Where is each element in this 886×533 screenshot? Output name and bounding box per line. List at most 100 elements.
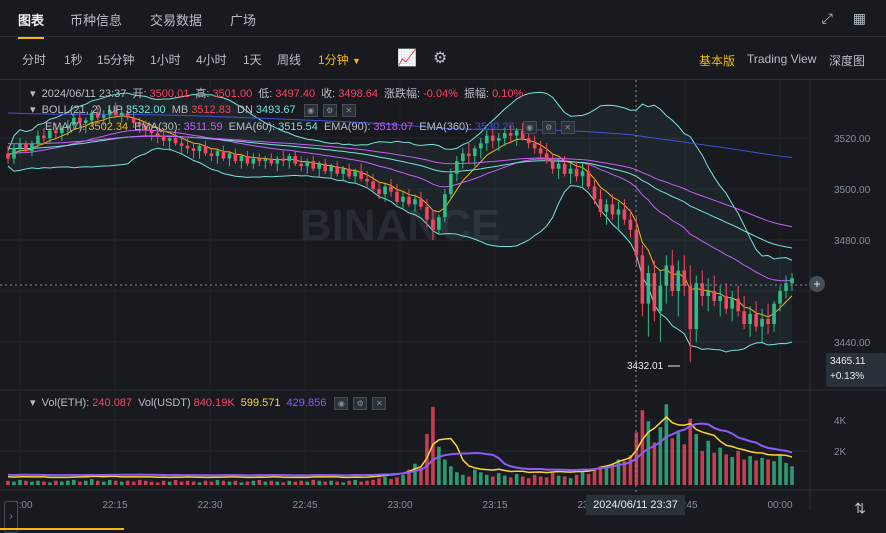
timeframe-15m[interactable]: 15分钟 <box>97 53 135 67</box>
timeframe-1m-dropdown[interactable]: 1分钟 ▼ <box>318 51 361 68</box>
candle-body <box>742 311 746 324</box>
candle-body <box>610 204 615 215</box>
eye-icon[interactable]: ◉ <box>303 103 318 117</box>
view-depth[interactable]: 深度图 <box>829 54 866 68</box>
candle-body <box>347 168 351 177</box>
volume-bar <box>66 480 70 485</box>
volume-bar <box>167 481 172 485</box>
candle-body <box>544 153 549 162</box>
settings-icon[interactable]: ⚙ <box>353 396 368 410</box>
volume-bar <box>113 480 118 485</box>
grid-settings-icon[interactable]: ▦ <box>852 10 866 26</box>
volume-bar <box>89 479 94 485</box>
tab-coin-info[interactable]: 币种信息 <box>70 13 123 28</box>
candle-body <box>299 163 304 167</box>
volume-bar <box>54 480 58 485</box>
timeframe-1d[interactable]: 1天 <box>243 53 262 67</box>
volume-bar <box>215 479 220 485</box>
volume-bar <box>323 481 327 485</box>
view-tradingview[interactable]: Trading View <box>747 52 817 66</box>
volume-bar <box>461 474 465 485</box>
candle-body <box>790 278 794 284</box>
candle-body <box>48 130 52 139</box>
chart-area[interactable]: BINANCE 3520.00 3500.00 3480.00 3440.00 4K 2K… <box>0 80 886 533</box>
candle-body <box>616 209 621 215</box>
candle-body <box>101 115 106 118</box>
top-tabs: 图表 币种信息 交易数据 广场 ⤢ ▦ <box>0 0 886 39</box>
collapse-handle[interactable]: › <box>4 501 18 533</box>
volume-bar <box>36 480 40 485</box>
volume-bar <box>329 480 333 485</box>
tab-square[interactable]: 广场 <box>230 13 257 28</box>
volume-bar <box>544 477 549 485</box>
price-tick-label: 3440.00 <box>834 338 871 349</box>
candle-body <box>383 186 387 195</box>
volume-bar <box>251 480 256 485</box>
volume-bar <box>131 481 136 485</box>
candle-body <box>72 117 76 126</box>
volume-bar <box>311 479 316 485</box>
time-tick-label: 23:45 <box>672 500 697 511</box>
settings-gear-icon[interactable]: ⚙ <box>433 50 448 67</box>
timeframe-1h[interactable]: 1小时 <box>150 53 181 67</box>
close-icon[interactable]: ✕ <box>560 121 575 134</box>
volume-bar <box>670 438 675 485</box>
candle-body <box>66 125 70 128</box>
tab-trading-data[interactable]: 交易数据 <box>150 13 203 28</box>
volume-bar <box>383 476 387 485</box>
eye-icon[interactable]: ◉ <box>334 396 349 410</box>
candle-body <box>365 178 369 182</box>
candle-body <box>221 150 226 159</box>
close-icon[interactable]: ✕ <box>372 396 387 410</box>
candle-body <box>233 153 238 162</box>
candle-body <box>568 168 573 174</box>
crosshair-time-tag: 2024/06/11 23:37 <box>586 495 685 515</box>
change-value: -0.04% <box>423 88 458 100</box>
candle-body <box>712 290 716 302</box>
volume-bar <box>101 481 106 485</box>
volume-bar <box>580 472 585 485</box>
scale-reset-icon[interactable]: ⇅ <box>854 500 866 516</box>
volume-bar <box>425 434 429 485</box>
candle-body <box>598 199 603 212</box>
add-alert-icon[interactable] <box>809 276 825 292</box>
candle-body <box>700 283 705 296</box>
candle-body <box>251 158 256 164</box>
candlestick-chart[interactable]: BINANCE 3520.00 3500.00 3480.00 3440.00 4K 2K… <box>0 80 886 530</box>
candle-body <box>30 143 34 151</box>
fullscreen-icon[interactable]: ⤢ <box>821 10 833 26</box>
ema-legend: EMA(7): 3502.34 EMA(30): 3511.59 EMA(60): 3… <box>45 121 578 134</box>
settings-icon[interactable]: ⚙ <box>322 103 337 117</box>
indicator-icon[interactable]: 📈 <box>397 50 417 67</box>
volume-bar <box>84 480 88 485</box>
settings-icon[interactable]: ⚙ <box>541 121 556 134</box>
volume-bar <box>191 481 196 485</box>
candle-body <box>191 148 196 151</box>
volume-bar <box>574 474 579 485</box>
candle-body <box>676 270 681 291</box>
eye-icon[interactable]: ◉ <box>522 121 537 134</box>
volume-bar <box>706 440 711 485</box>
timeframe-1s[interactable]: 1秒 <box>64 53 83 67</box>
candle-body <box>143 125 148 131</box>
candle-body <box>574 168 579 177</box>
volume-tick-label: 2K <box>834 447 847 458</box>
volume-bar <box>48 482 52 485</box>
candle-body <box>538 148 543 154</box>
volume-bar <box>305 481 310 485</box>
close-icon[interactable]: ✕ <box>341 103 356 117</box>
ema-line-0 <box>7 115 793 318</box>
boll-legend: ▾ BOLL(21, 2) UP 3532.00 MB 3512.83 DN 3493… <box>30 103 359 117</box>
tab-chart[interactable]: 图表 <box>18 10 45 39</box>
view-basic[interactable]: 基本版 <box>699 54 736 68</box>
timeframe-week[interactable]: 周线 <box>277 53 302 67</box>
volume-bar <box>586 473 591 485</box>
volume-bar <box>78 481 82 485</box>
amplitude-value: 0.10% <box>492 88 524 100</box>
volume-bar <box>365 480 369 485</box>
timeframe-line[interactable]: 分时 <box>22 53 47 67</box>
timeframe-4h[interactable]: 4小时 <box>196 53 227 67</box>
candle-body <box>502 133 507 139</box>
time-tick-label: 22:30 <box>197 500 222 511</box>
candle-body <box>353 171 357 177</box>
